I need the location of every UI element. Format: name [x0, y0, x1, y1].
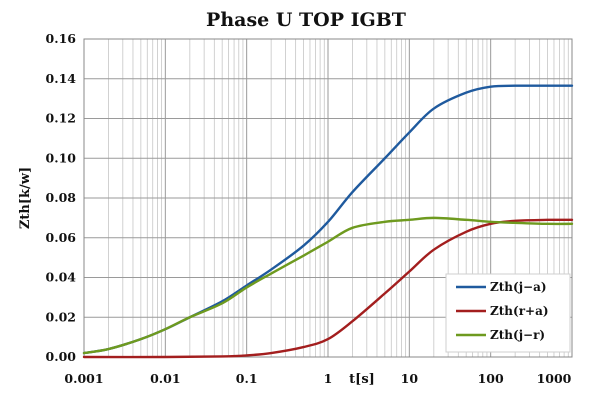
y-axis-label: Zth[k/w]	[18, 167, 33, 229]
series-line-zth-j-r	[82, 216, 574, 355]
x-tick-label: 0.001	[64, 371, 103, 386]
y-tick-labels: 0.00 0.02 0.04 0.06 0.08 0.10 0.12 0.14 0.16	[46, 31, 77, 364]
y-tick-label: 0.14	[46, 71, 77, 86]
legend: Zth(j−a) Zth(r+a) Zth(j−r)	[445, 273, 571, 353]
x-tick-label: 10	[401, 371, 419, 386]
legend-entry-zth-j-a: Zth(j−a)	[490, 280, 547, 294]
y-tick-label: 0.02	[46, 309, 76, 324]
series-lines	[82, 84, 574, 359]
x-tick-label: 0.01	[150, 371, 180, 386]
legend-entry-zth-j-r: Zth(j−r)	[490, 328, 545, 342]
x-tick-label: 1	[324, 371, 333, 386]
y-tick-label: 0.06	[46, 230, 77, 245]
x-tick-label: 100	[478, 371, 504, 386]
y-tick-label: 0.04	[46, 270, 77, 285]
y-tick-label: 0.10	[46, 150, 77, 165]
y-tick-label: 0.08	[46, 190, 77, 205]
x-tick-labels: 0.001 0.01 0.1 1 10 100 1000	[64, 371, 571, 386]
x-tick-label: 0.1	[236, 371, 258, 386]
plot-frame	[83, 38, 573, 358]
x-tick-label: 1000	[537, 371, 572, 386]
x-axis-label: t[s]	[349, 372, 375, 387]
y-tick-label: 0.16	[46, 31, 77, 46]
chart-title: Phase U TOP IGBT	[206, 9, 406, 31]
legend-entry-zth-r-a: Zth(r+a)	[490, 304, 549, 318]
y-tick-label: 0.00	[46, 349, 77, 364]
y-tick-label: 0.12	[46, 111, 76, 126]
